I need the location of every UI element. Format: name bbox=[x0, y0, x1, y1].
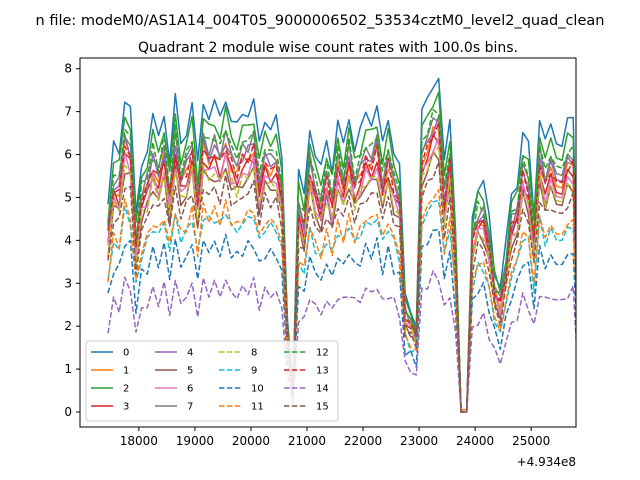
x-tick-label: 23000 bbox=[400, 434, 438, 448]
y-tick-label: 4 bbox=[64, 233, 72, 247]
legend-label-8: 8 bbox=[251, 348, 257, 359]
series-layer bbox=[107, 77, 576, 413]
x-axis: 18000 19000 20000 21000 22000 23000 24000 25000 bbox=[120, 427, 550, 448]
legend-label-10: 10 bbox=[251, 384, 264, 395]
legend-label-3: 3 bbox=[123, 402, 129, 413]
y-tick-label: 2 bbox=[64, 319, 72, 333]
x-tick-label: 20000 bbox=[232, 434, 270, 448]
x-tick-label: 24000 bbox=[456, 434, 494, 448]
series-line-2 bbox=[107, 91, 576, 413]
series-line-8 bbox=[107, 145, 576, 413]
chart-title: Quadrant 2 module wise count rates with … bbox=[138, 40, 518, 56]
series-line-10 bbox=[107, 228, 576, 413]
legend-label-11: 11 bbox=[251, 402, 264, 413]
chart-suptitle: n file: modeM0/AS1A14_004T05_9000006502_… bbox=[36, 13, 605, 29]
series-line-0 bbox=[107, 77, 576, 413]
y-tick-label: 1 bbox=[64, 362, 72, 376]
y-tick-label: 0 bbox=[64, 405, 72, 419]
legend-label-5: 5 bbox=[187, 366, 193, 377]
plot-frame bbox=[79, 57, 577, 428]
x-tick-label: 21000 bbox=[288, 434, 326, 448]
series-line-14 bbox=[107, 270, 576, 413]
legend-label-6: 6 bbox=[187, 384, 193, 395]
x-offset-label: +4.934e8 bbox=[517, 455, 576, 469]
legend-label-1: 1 bbox=[123, 366, 129, 377]
legend-label-13: 13 bbox=[316, 366, 329, 377]
x-tick-label: 19000 bbox=[176, 434, 214, 448]
y-tick-label: 3 bbox=[64, 276, 72, 290]
y-tick-label: 6 bbox=[64, 148, 72, 162]
legend-label-2: 2 bbox=[123, 384, 129, 395]
y-tick-label: 7 bbox=[64, 105, 72, 119]
series-line-6 bbox=[107, 136, 576, 413]
series-line-15 bbox=[107, 160, 576, 413]
legend-label-9: 9 bbox=[251, 366, 257, 377]
series-line-11 bbox=[107, 189, 576, 413]
legend-label-15: 15 bbox=[316, 402, 329, 413]
y-tick-label: 8 bbox=[64, 62, 72, 76]
legend-frame bbox=[85, 340, 339, 422]
legend-label-12: 12 bbox=[316, 348, 329, 359]
legend-label-14: 14 bbox=[316, 384, 329, 395]
y-axis: 0 1 2 3 4 5 6 7 8 bbox=[64, 62, 80, 419]
series-line-13 bbox=[107, 121, 576, 413]
x-tick-label: 22000 bbox=[344, 434, 382, 448]
x-tick-label: 18000 bbox=[120, 434, 158, 448]
series-line-12 bbox=[107, 108, 576, 413]
y-tick-label: 5 bbox=[64, 190, 72, 204]
x-tick-label: 25000 bbox=[512, 434, 550, 448]
legend-label-0: 0 bbox=[123, 348, 129, 359]
legend-label-4: 4 bbox=[187, 348, 193, 359]
legend-label-7: 7 bbox=[187, 402, 193, 413]
